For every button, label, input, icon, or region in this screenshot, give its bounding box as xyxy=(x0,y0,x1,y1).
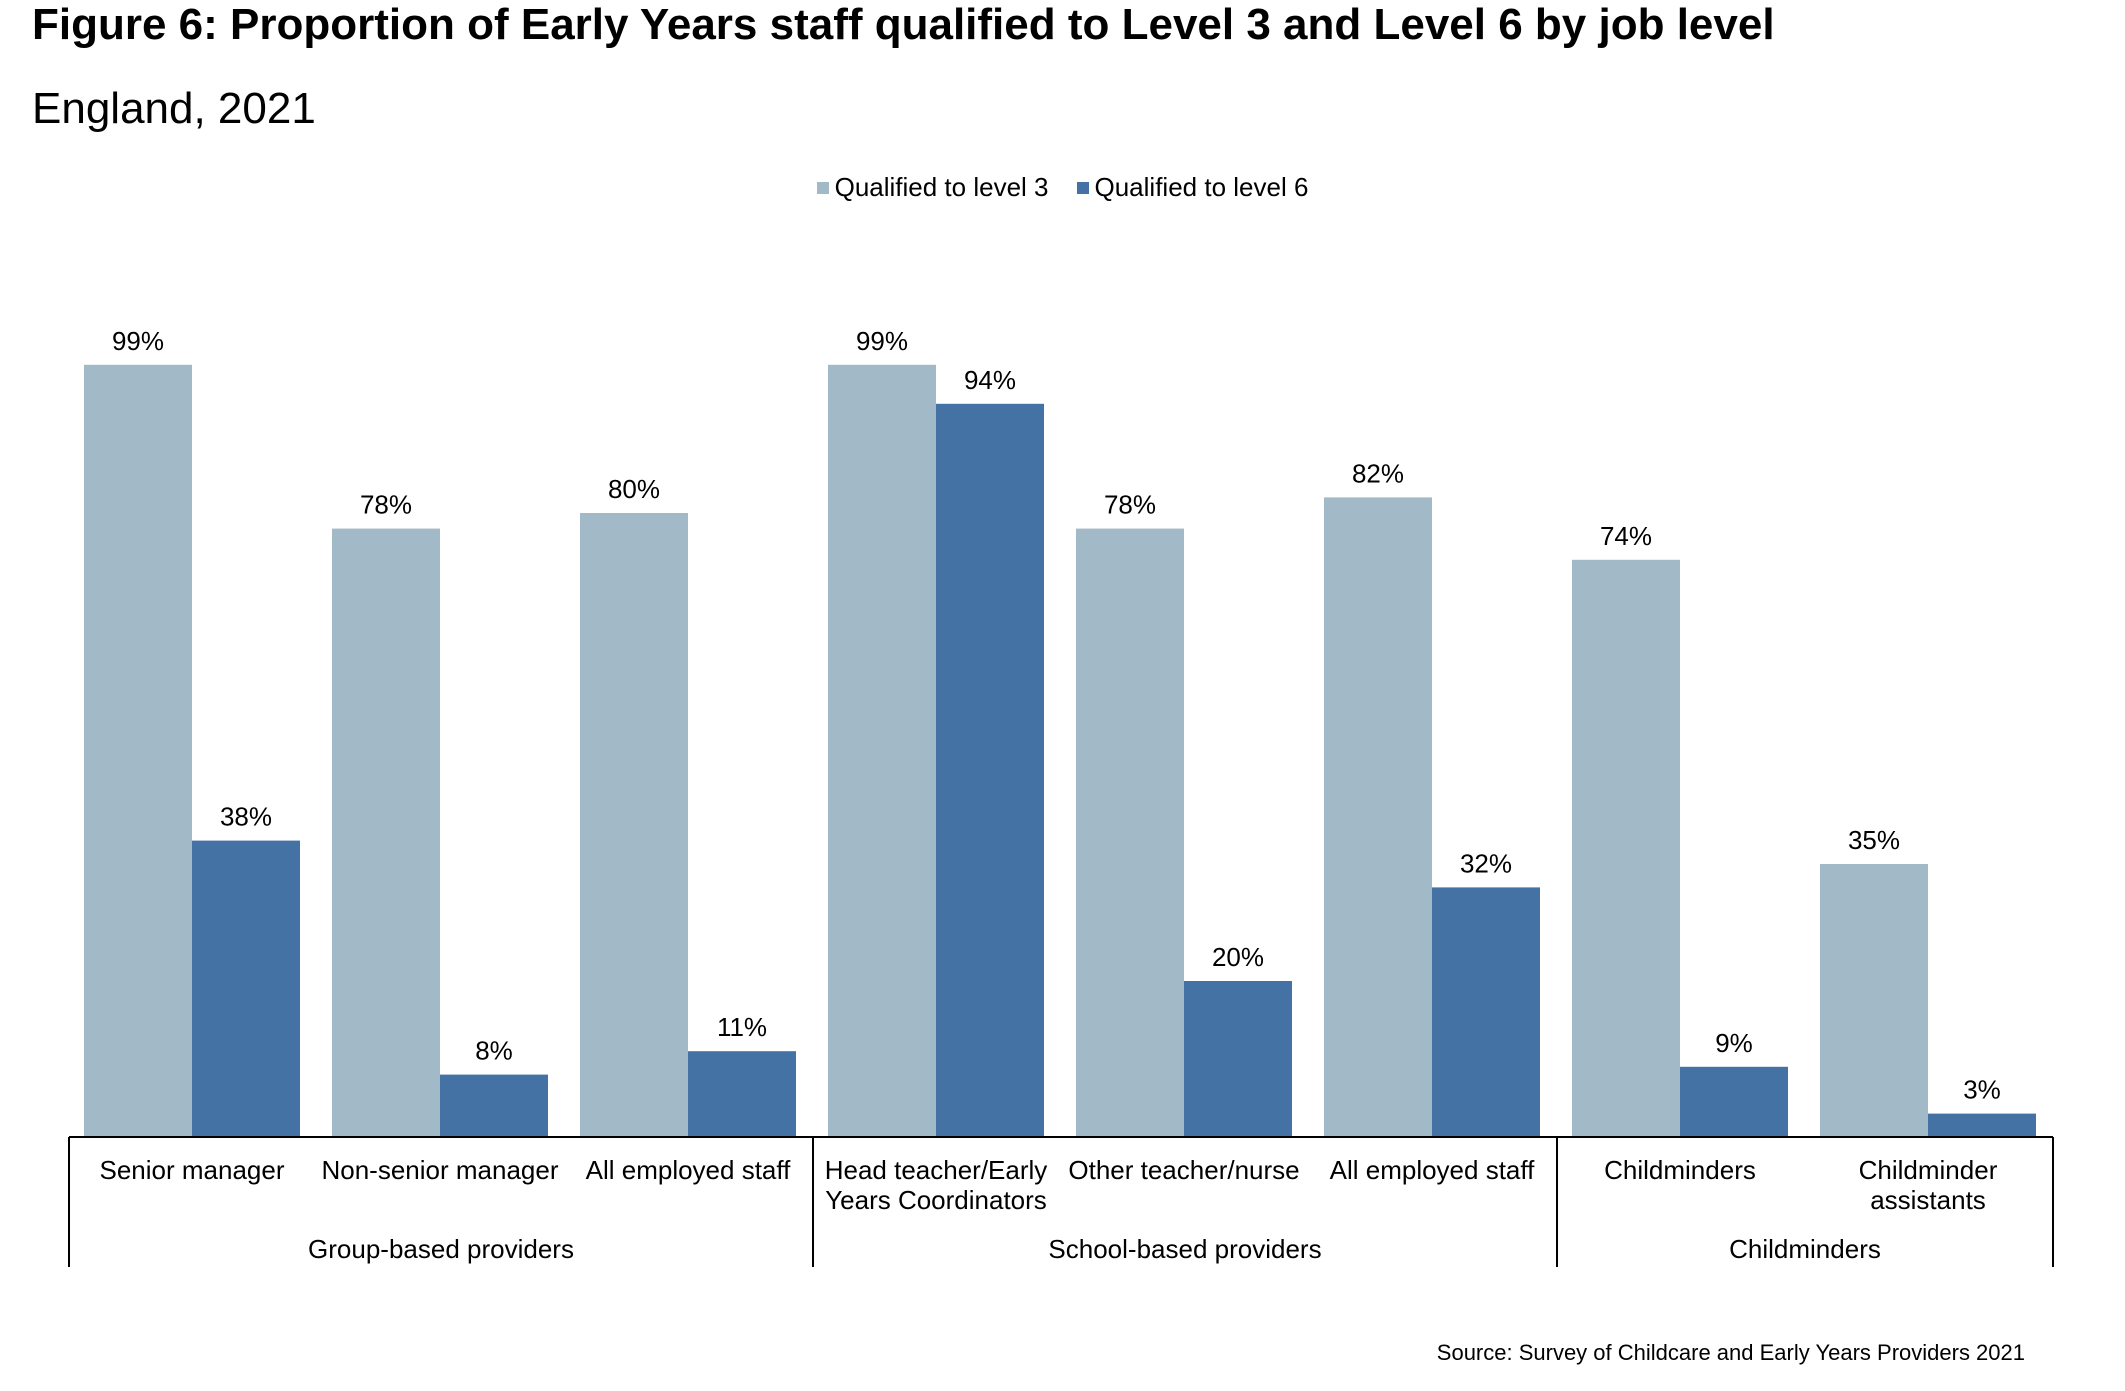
bar-level3 xyxy=(1324,497,1432,1137)
bar-level3 xyxy=(828,364,936,1137)
legend-item-level6: Qualified to level 6 xyxy=(1076,172,1309,203)
category-label: Years Coordinators xyxy=(825,1185,1047,1215)
legend-label-level3: Qualified to level 3 xyxy=(834,172,1049,202)
data-label-level3: 80% xyxy=(608,474,660,504)
bar-level3 xyxy=(1820,864,1928,1137)
data-label-level3: 74% xyxy=(1600,521,1652,551)
bar-level6 xyxy=(1184,981,1292,1137)
legend: Qualified to level 3 Qualified to level … xyxy=(0,172,2125,203)
data-label-level3: 99% xyxy=(856,326,908,356)
bar-level6 xyxy=(1432,887,1540,1137)
bar-level3 xyxy=(1076,528,1184,1137)
group-label: Group-based providers xyxy=(308,1234,574,1264)
bar-level6 xyxy=(1680,1066,1788,1137)
group-label: School-based providers xyxy=(1048,1234,1321,1264)
category-label: Senior manager xyxy=(100,1155,285,1185)
bar-level3 xyxy=(84,364,192,1137)
data-label-level3: 78% xyxy=(360,490,412,520)
data-label-level6: 20% xyxy=(1212,942,1264,972)
data-label-level6: 8% xyxy=(475,1036,513,1066)
data-label-level6: 38% xyxy=(220,802,272,832)
category-label: Other teacher/nurse xyxy=(1068,1155,1299,1185)
legend-swatch-level6 xyxy=(1076,181,1089,194)
data-label-level6: 9% xyxy=(1715,1028,1753,1058)
chart-subtitle: England, 2021 xyxy=(32,84,316,133)
bar-level6 xyxy=(688,1051,796,1137)
bar-level3 xyxy=(580,513,688,1137)
bar-level3 xyxy=(332,528,440,1137)
bar-level6 xyxy=(440,1074,548,1137)
source-note: Source: Survey of Childcare and Early Ye… xyxy=(1436,1340,2025,1365)
group-label: Childminders xyxy=(1729,1234,1881,1264)
category-label: assistants xyxy=(1870,1185,1986,1215)
bar-level6 xyxy=(1928,1113,2036,1137)
category-label: Childminders xyxy=(1604,1155,1756,1185)
bar-level3 xyxy=(1572,559,1680,1137)
legend-swatch-level3 xyxy=(816,181,829,194)
chart-title: Figure 6: Proportion of Early Years staf… xyxy=(32,0,1775,49)
data-label-level3: 35% xyxy=(1848,825,1900,855)
category-label: Head teacher/Early xyxy=(825,1155,1048,1185)
category-label: All employed staff xyxy=(1330,1155,1536,1185)
category-label: All employed staff xyxy=(586,1155,792,1185)
data-label-level6: 32% xyxy=(1460,848,1512,878)
bar-level6 xyxy=(936,403,1044,1137)
data-label-level3: 78% xyxy=(1104,490,1156,520)
data-label-level3: 82% xyxy=(1352,458,1404,488)
legend-label-level6: Qualified to level 6 xyxy=(1094,172,1309,202)
data-label-level6: 3% xyxy=(1963,1075,2001,1105)
category-label: Non-senior manager xyxy=(321,1155,558,1185)
bar-level6 xyxy=(192,840,300,1137)
category-label: Childminder xyxy=(1859,1155,1998,1185)
data-label-level6: 11% xyxy=(717,1012,767,1042)
data-label-level6: 94% xyxy=(964,365,1016,395)
data-label-level3: 99% xyxy=(112,326,164,356)
legend-item-level3: Qualified to level 3 xyxy=(816,172,1049,203)
